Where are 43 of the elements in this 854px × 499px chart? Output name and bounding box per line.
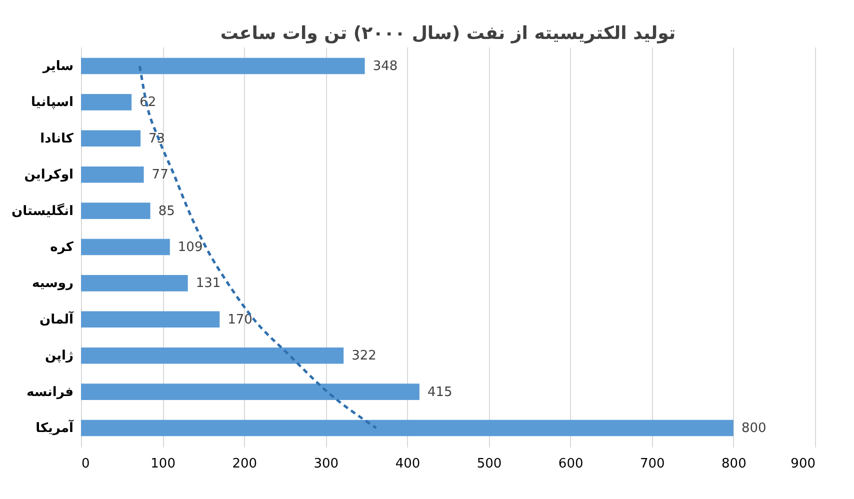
x-tick-label: 500: [476, 456, 502, 472]
data-label: 170: [228, 312, 252, 328]
y-tick-label: روسیه: [32, 276, 74, 292]
data-label: 415: [427, 384, 452, 400]
bar: [81, 94, 132, 110]
chart-title: تولید الکتریسیته از نفت (سال ۲۰۰۰) تن وات ساعت: [220, 23, 676, 44]
data-label: 73: [148, 131, 166, 146]
data-label: 85: [158, 204, 175, 219]
data-label: 322: [352, 348, 376, 364]
y-tick-label: سایر: [42, 59, 74, 74]
x-tick-label: 700: [640, 456, 665, 472]
x-tick-label: 800: [722, 456, 746, 472]
data-label: 131: [196, 276, 221, 292]
bar: [81, 130, 141, 147]
y-tick-label: اوکراین: [24, 168, 74, 183]
bar: [81, 311, 220, 328]
y-tick-label: اسپانیا: [31, 95, 74, 110]
x-tick-label: 300: [314, 456, 339, 472]
y-tick-label: فرانسه: [26, 384, 74, 400]
bar: [81, 202, 150, 219]
x-tick-label: 100: [150, 456, 176, 472]
x-tick-label: 200: [232, 456, 258, 472]
y-tick-label: ژاپن: [44, 348, 74, 364]
x-tick-label: 600: [558, 456, 584, 472]
y-tick-label: انگلیستان: [11, 202, 74, 219]
bar: [81, 238, 170, 256]
bar: [81, 58, 365, 74]
x-tick-label: 400: [395, 456, 420, 472]
data-label: 348: [372, 59, 398, 74]
y-tick-label: آمریکا: [36, 418, 74, 436]
y-tick-label: کانادا: [40, 131, 74, 146]
data-label: 109: [178, 240, 203, 255]
bar: [81, 347, 344, 364]
y-tick-label: کره: [50, 240, 74, 255]
data-label: 800: [741, 420, 766, 436]
y-tick-label: آلمان: [39, 310, 74, 328]
bar: [81, 166, 144, 183]
x-tick-label: 0: [82, 456, 90, 472]
bar: [81, 384, 420, 400]
bar: [81, 420, 734, 436]
data-label: 77: [152, 168, 168, 183]
bar: [81, 275, 188, 292]
x-tick-label: 900: [790, 456, 816, 472]
